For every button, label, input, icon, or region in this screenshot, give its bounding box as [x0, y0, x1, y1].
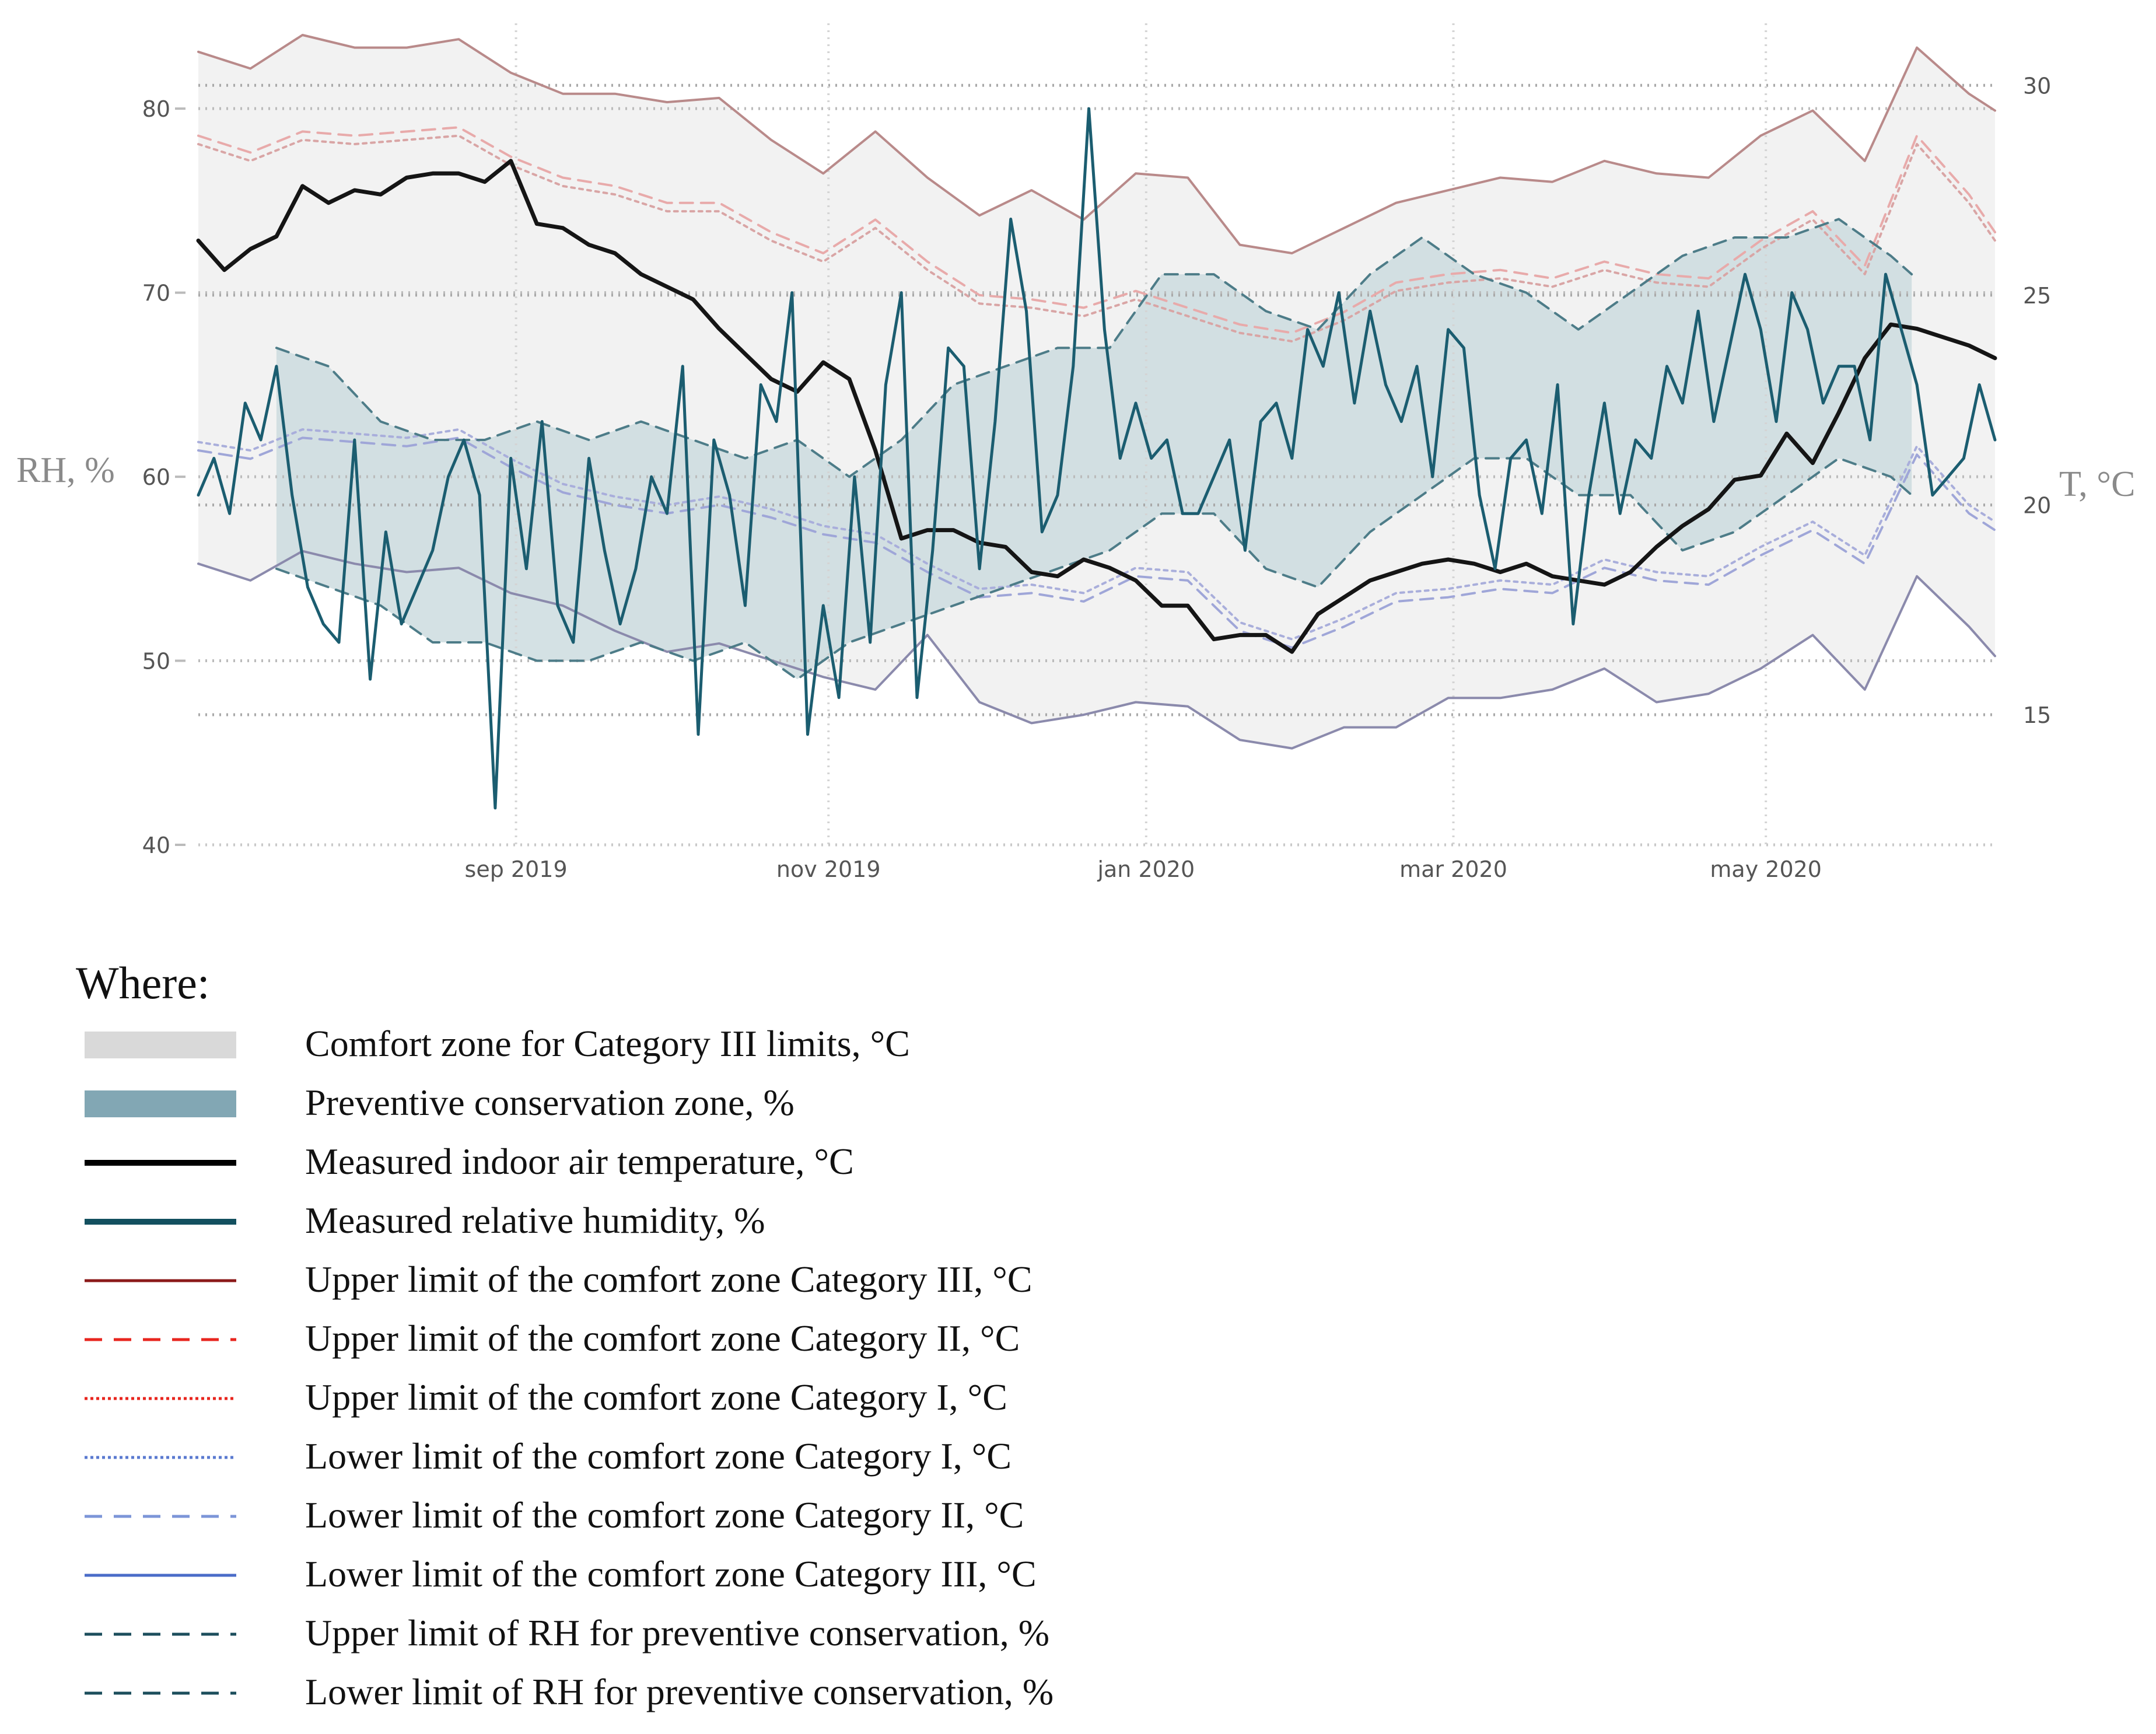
legend-swatch-7	[85, 1456, 236, 1459]
series-line-5	[197, 550, 1996, 750]
series-lines	[196, 34, 1997, 810]
series-line-1	[197, 126, 1996, 334]
y-right-tick-0: 15	[2023, 702, 2051, 728]
legend-swatch-band-1	[85, 1090, 236, 1117]
legend-swatch-8	[85, 1515, 236, 1518]
legend-label-1: Preventive conservation zone, %	[305, 1082, 794, 1123]
legend-swatch-6	[85, 1397, 236, 1400]
series-line-9	[197, 107, 1997, 810]
legend-label-5: Upper limit of the comfort zone Category…	[305, 1317, 1020, 1359]
legend-item-7: Lower limit of the comfort zone Category…	[76, 1435, 1359, 1494]
legend-swatch-band-0	[85, 1032, 236, 1058]
legend-item-0: Comfort zone for Category III limits, °C	[76, 1022, 1359, 1081]
y-left-tick-3: 70	[142, 281, 170, 306]
legend: Where: Comfort zone for Category III lim…	[76, 957, 1359, 1729]
chart: 40 50 60 70 80 15 20 25 30 sep 2019 nov 2019 jan 20…	[16, 23, 2135, 882]
legend-label-4: Upper limit of the comfort zone Category…	[305, 1258, 1032, 1300]
legend-item-4: Upper limit of the comfort zone Category…	[76, 1258, 1359, 1317]
y-left-tick-2: 60	[142, 464, 170, 490]
series-line-6	[275, 218, 1913, 478]
y-left-tick-1: 50	[142, 649, 170, 674]
legend-label-11: Lower limit of RH for preventive conserv…	[305, 1671, 1054, 1712]
legend-item-1: Preventive conservation zone, %	[76, 1081, 1359, 1140]
legend-item-6: Upper limit of the comfort zone Category…	[76, 1376, 1359, 1435]
preventive-conservation-band	[276, 219, 1912, 680]
legend-label-10: Upper limit of RH for preventive conserv…	[305, 1612, 1050, 1653]
legend-swatch-2	[85, 1160, 236, 1166]
legend-swatch-4	[85, 1279, 236, 1282]
y-right-tick-2: 25	[2023, 283, 2051, 309]
legend-label-6: Upper limit of the comfort zone Category…	[305, 1376, 1007, 1418]
legend-title: Where:	[76, 957, 210, 1008]
legend-label-7: Lower limit of the comfort zone Category…	[305, 1435, 1012, 1477]
series-line-4	[197, 436, 1996, 649]
zone-bands	[198, 35, 1995, 749]
x-tick-2: jan 2020	[1097, 856, 1195, 882]
axes: 40 50 60 70 80 15 20 25 30 sep 2019 nov 2019 jan 20…	[16, 73, 2135, 882]
legend-item-9: Lower limit of the comfort zone Category…	[76, 1553, 1359, 1611]
legend-item-5: Upper limit of the comfort zone Category…	[76, 1317, 1359, 1376]
x-tick-1: nov 2019	[776, 856, 881, 882]
x-tick-3: mar 2020	[1399, 856, 1507, 882]
legend-swatch-1	[85, 1090, 236, 1117]
legend-item-8: Lower limit of the comfort zone Category…	[76, 1494, 1359, 1553]
legend-swatch-3	[85, 1219, 236, 1225]
x-tick-4: may 2020	[1710, 856, 1822, 882]
legend-swatch-11	[85, 1691, 236, 1695]
y-left-tick-0: 40	[142, 833, 170, 858]
x-tick-0: sep 2019	[465, 856, 568, 882]
legend-items: Comfort zone for Category III limits, °C…	[76, 1022, 1359, 1729]
y-left-tick-4: 80	[142, 96, 170, 122]
legend-swatch-0	[85, 1032, 236, 1058]
y-right-label: T, °C	[2059, 464, 2135, 504]
legend-label-0: Comfort zone for Category III limits, °C	[305, 1023, 910, 1064]
legend-swatch-9	[85, 1574, 236, 1577]
legend-item-3: Measured relative humidity, %	[76, 1199, 1359, 1258]
legend-swatch-5	[85, 1338, 236, 1341]
legend-item-2: Measured indoor air temperature, °C	[76, 1140, 1359, 1199]
legend-label-2: Measured indoor air temperature, °C	[305, 1141, 854, 1182]
legend-swatch-10	[85, 1632, 236, 1636]
y-left-label: RH, %	[16, 450, 115, 490]
series-line-8	[196, 159, 1997, 654]
y-right-tick-1: 20	[2023, 492, 2051, 518]
legend-item-10: Upper limit of RH for preventive conserv…	[76, 1611, 1359, 1670]
series-line-7	[275, 457, 1913, 681]
series-line-2	[197, 134, 1996, 342]
legend-label-9: Lower limit of the comfort zone Category…	[305, 1553, 1037, 1595]
series-line-0	[197, 34, 1996, 254]
legend-item-11: Lower limit of RH for preventive conserv…	[76, 1670, 1359, 1729]
legend-label-3: Measured relative humidity, %	[305, 1200, 765, 1241]
legend-label-8: Lower limit of the comfort zone Category…	[305, 1494, 1024, 1536]
series-line-3	[197, 428, 1996, 641]
y-right-tick-3: 30	[2023, 73, 2051, 99]
